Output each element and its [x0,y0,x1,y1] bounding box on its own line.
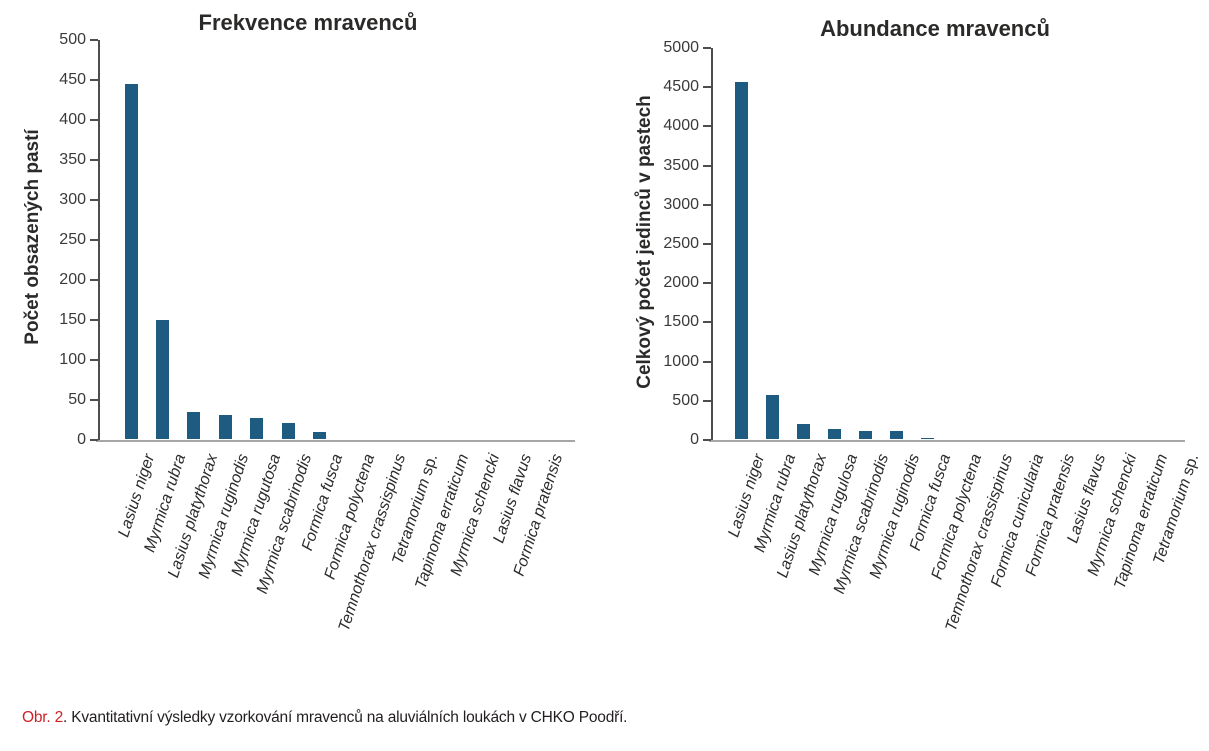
y-tick-mark [703,321,711,324]
frequency-chart-title: Frekvence mravenců [198,10,418,35]
y-tick-mark [90,399,98,401]
y-tick-label: 2000 [663,274,699,292]
y-tick-mark [90,319,98,321]
bar [734,82,748,439]
y-tick-label: 250 [59,231,86,248]
y-tick-label: 350 [59,151,86,168]
y-tick-label: 500 [672,391,699,409]
y-tick-mark [703,282,711,285]
y-tick-mark [703,164,711,167]
y-tick-label: 4000 [663,117,699,135]
bar [765,395,779,439]
bar [796,424,810,439]
y-tick-mark [90,159,98,161]
y-tick-mark [703,399,711,402]
caption-number: Obr. 2 [22,709,64,726]
y-axis-line [711,48,713,440]
y-tick-mark [703,47,711,49]
y-tick-mark [90,439,98,441]
y-tick-mark [703,439,711,441]
y-tick-label: 50 [68,391,86,408]
y-tick-mark [90,239,98,241]
y-tick-mark [703,243,711,245]
y-tick-mark [90,79,98,81]
y-tick-label: 1000 [663,352,699,370]
y-tick-mark [703,360,711,363]
y-tick-mark [703,86,711,89]
figure-caption: Obr. 2. Kvantitativní výsledky vzorkován… [22,709,627,727]
caption-text: . Kvantitativní výsledky vzorkování mrav… [63,709,628,726]
x-axis-line [709,440,1185,442]
y-tick-label: 2500 [663,235,699,252]
y-tick-label: 1500 [663,313,699,331]
y-tick-mark [90,199,98,201]
bar [155,320,169,439]
bar [187,412,201,439]
bar [920,438,934,439]
y-tick-mark [90,279,98,281]
y-tick-label: 4500 [663,78,699,96]
y-tick-mark [703,125,711,128]
y-tick-label: 400 [59,111,86,128]
bar [281,423,295,439]
y-tick-label: 500 [59,31,86,48]
y-tick-mark [90,119,98,121]
y-axis-line [98,40,100,440]
abundance-chart-title: Abundance mravenců [820,16,1050,41]
bar [889,431,903,439]
y-tick-label: 3500 [663,156,699,174]
y-tick-label: 200 [59,271,86,288]
bar [250,418,264,439]
y-tick-label: 150 [59,311,86,328]
y-tick-label: 450 [59,71,86,88]
y-tick-label: 5000 [663,39,699,56]
y-tick-label: 300 [59,191,86,208]
y-tick-mark [703,203,711,206]
x-axis-line [96,440,575,442]
bar [124,84,138,439]
bar [218,415,232,439]
y-tick-label: 3000 [663,195,699,213]
y-tick-label: 100 [59,351,86,368]
y-tick-label: 0 [690,431,699,448]
bar [827,429,841,439]
y-tick-mark [90,39,98,41]
y-tick-label: 0 [77,431,86,448]
bar [312,432,326,439]
y-tick-mark [90,359,98,361]
bar [858,431,872,439]
